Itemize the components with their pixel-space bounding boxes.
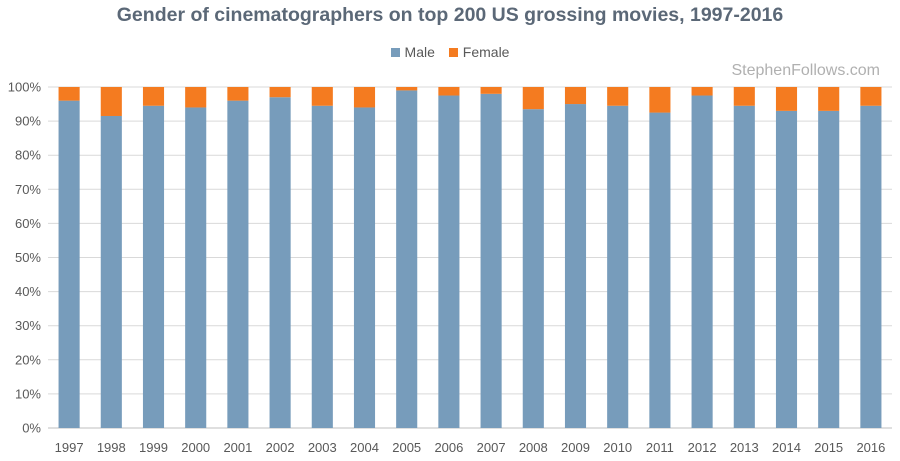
x-tick-label: 2009 — [561, 440, 590, 455]
y-tick-label: 80% — [15, 148, 41, 163]
y-tick-label: 40% — [15, 284, 41, 299]
bar-male-2001 — [227, 100, 249, 428]
x-tick-label: 1998 — [97, 440, 126, 455]
bar-female-2007 — [480, 87, 502, 94]
bar-male-2000 — [185, 107, 207, 429]
x-tick-label: 2001 — [223, 440, 252, 455]
chart-title: Gender of cinematographers on top 200 US… — [116, 4, 784, 26]
legend-item-female: Female — [448, 44, 510, 60]
bar-male-2008 — [522, 109, 544, 428]
x-tick-label: 2013 — [730, 440, 759, 455]
bar-male-2006 — [438, 95, 460, 429]
bar-male-2004 — [353, 107, 376, 429]
bar-male-2012 — [691, 95, 713, 429]
x-tick-label: 2011 — [646, 440, 674, 455]
legend-item-male: Male — [390, 44, 435, 60]
bar-female-2016 — [860, 87, 882, 106]
y-tick-label: 0% — [22, 421, 41, 436]
x-tick-label: 2004 — [350, 440, 379, 455]
x-tick-label: 2002 — [266, 440, 295, 455]
y-tick-label: 10% — [15, 386, 41, 401]
y-tick-label: 50% — [15, 250, 41, 265]
bar-male-1999 — [142, 105, 165, 428]
bar-female-2013 — [733, 87, 755, 106]
y-tick-label: 90% — [15, 114, 41, 129]
bar-female-2008 — [522, 87, 544, 110]
bar-female-2009 — [564, 87, 587, 105]
x-tick-label: 2016 — [856, 440, 885, 455]
bar-female-2010 — [607, 87, 629, 106]
x-tick-label: 2000 — [181, 440, 210, 455]
bar-female-2014 — [775, 87, 798, 111]
bar-male-2010 — [607, 105, 629, 428]
x-tick-label: 2012 — [688, 440, 717, 455]
bar-male-1997 — [58, 100, 80, 428]
x-tick-label: 2010 — [603, 440, 632, 455]
y-tick-label: 30% — [15, 318, 41, 333]
bar-female-2000 — [185, 87, 207, 108]
bar-female-1999 — [142, 87, 165, 106]
bar-male-2013 — [733, 105, 755, 428]
bar-female-1998 — [100, 87, 122, 116]
bar-female-2005 — [396, 87, 418, 91]
bar-male-2011 — [649, 112, 671, 428]
bar-female-2012 — [691, 87, 713, 96]
bar-male-2015 — [818, 110, 840, 429]
y-tick-label: 60% — [15, 216, 41, 231]
bar-male-2009 — [564, 104, 587, 429]
y-tick-label: 70% — [15, 182, 41, 197]
bar-male-2005 — [396, 90, 418, 428]
x-tick-label: 2015 — [814, 440, 843, 455]
bar-male-2002 — [269, 97, 291, 428]
bar-male-2003 — [311, 105, 333, 428]
x-tick-label: 1997 — [55, 440, 84, 455]
x-tick-label: 2014 — [772, 440, 801, 455]
bar-female-2001 — [227, 87, 249, 101]
bar-male-1998 — [100, 115, 122, 429]
x-tick-label: 1999 — [139, 440, 168, 455]
bar-female-2002 — [269, 87, 291, 98]
bar-female-2006 — [438, 87, 460, 96]
bar-male-2016 — [860, 105, 882, 428]
x-tick-label: 2008 — [519, 440, 548, 455]
bar-female-2011 — [649, 87, 671, 113]
bar-female-1997 — [58, 87, 80, 101]
x-tick-label: 2003 — [308, 440, 337, 455]
watermark: StephenFollows.com — [731, 62, 880, 79]
legend-label-female: Female — [462, 44, 510, 60]
y-tick-label: 100% — [8, 80, 42, 95]
x-tick-label: 2005 — [392, 440, 421, 455]
bar-male-2014 — [775, 110, 798, 429]
bar-male-2007 — [480, 93, 502, 428]
legend-swatch-female — [448, 48, 458, 57]
x-tick-label: 2006 — [434, 440, 463, 455]
bar-female-2003 — [311, 87, 333, 106]
y-tick-label: 20% — [15, 352, 41, 367]
bar-female-2004 — [353, 87, 376, 108]
legend: Male Female — [0, 44, 900, 60]
legend-label-male: Male — [404, 44, 435, 60]
legend-swatch-male — [390, 48, 400, 57]
bar-female-2015 — [818, 87, 840, 111]
x-tick-label: 2007 — [477, 440, 506, 455]
